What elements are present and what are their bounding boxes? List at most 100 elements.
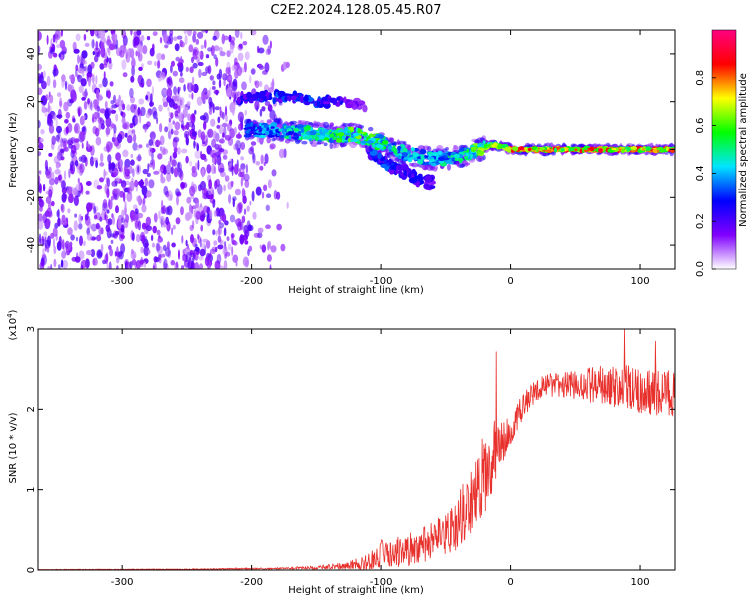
spectrogram-noise-blob	[256, 105, 259, 112]
spectrogram-noise-blob	[189, 66, 194, 74]
spectrogram-noise-blob	[169, 155, 172, 163]
spectrogram-trace-halo	[459, 163, 466, 168]
spectrogram-noise-blob	[157, 60, 161, 69]
spectrogram-noise-blob	[143, 261, 147, 268]
spectrogram-noise-blob	[242, 256, 249, 267]
spectrogram-noise-blob	[261, 244, 267, 253]
spectrogram-noise-blob	[249, 200, 252, 206]
spectrogram-noise-blob	[46, 207, 53, 217]
spectrogram-noise-blob	[170, 64, 173, 74]
spectrogram-noise-blob	[222, 132, 225, 138]
spectrogram-noise-blob	[173, 147, 178, 153]
spectrogram-noise-blob	[197, 61, 204, 67]
spectrogram-noise-blob	[99, 108, 106, 114]
spectrogram-noise-blob	[261, 106, 266, 112]
spectrogram-noise-blob	[234, 188, 241, 196]
spectrogram-noise-blob	[174, 43, 180, 52]
spectrogram-noise-blob	[42, 213, 48, 224]
spectrogram-noise-blob	[173, 136, 180, 143]
spectrogram-noise-blob	[276, 223, 282, 231]
spectrogram-lower-branch-blob	[411, 173, 415, 177]
spectrogram-noise-blob	[255, 186, 262, 196]
spectrogram-noise-blob	[199, 237, 202, 248]
spectrogram-trace-blob	[267, 134, 275, 138]
spectrogram-trace-halo	[323, 142, 328, 147]
spectrogram-trace-blob	[252, 124, 256, 130]
spectrogram-noise-blob	[257, 227, 264, 234]
spectrogram-noise-blob	[115, 231, 120, 236]
spectrogram-trace-blob	[470, 153, 473, 159]
spectrogram-noise-blob	[182, 125, 185, 131]
spectrogram-noise-blob	[244, 229, 250, 238]
spectrogram-noise-blob	[178, 249, 180, 260]
spectrogram-noise-blob	[61, 250, 66, 259]
spectrogram-noise-blob	[244, 51, 250, 60]
spectrogram-trace-halo	[447, 163, 451, 171]
spectrogram-noise-blob	[95, 75, 98, 85]
spectrogram-noise-blob	[237, 91, 240, 97]
spectrogram-noise-blob	[180, 182, 186, 189]
y-tick-label: -20	[26, 189, 37, 205]
spectrogram-lower-branch-blob	[424, 175, 432, 183]
spectrogram-noise-blob	[177, 62, 184, 68]
spectrogram-noise-blob	[232, 196, 237, 202]
spectrogram-noise-blob	[72, 43, 76, 48]
spectrogram-noise-blob	[173, 130, 179, 136]
spectrogram-noise-blob	[156, 245, 163, 255]
spectrogram-noise-blob	[38, 73, 42, 84]
snr-x-axis-label: Height of straight line (km)	[288, 585, 424, 596]
spectrogram-noise-blob	[106, 177, 111, 188]
spectrogram-noise-blob	[110, 239, 114, 244]
spectrogram-trace-blob	[343, 132, 351, 136]
spectrogram-trace-blob	[309, 130, 317, 136]
spectrogram-noise-blob	[79, 235, 83, 247]
spectrogram-trace-halo	[308, 122, 313, 125]
spectrogram-noise-blob	[217, 184, 223, 195]
spectrogram-noise-blob	[236, 65, 243, 77]
spectrogram-trace-blob	[566, 147, 569, 151]
spectrogram-noise-blob	[42, 183, 46, 192]
spectrogram-noise-blob	[95, 222, 100, 230]
spectrogram-noise-blob	[191, 170, 198, 178]
spectrogram-trace-blob	[466, 148, 470, 153]
spectrogram-noise-blob	[38, 174, 41, 185]
spectrogram-noise-blob	[78, 165, 84, 176]
colorbar-label: Normalized spectral amplitude	[738, 73, 749, 227]
spectrogram-noise-blob	[106, 209, 110, 214]
spectrogram-trace-blob	[322, 128, 329, 134]
spectrogram-trace-halo	[329, 124, 334, 130]
spectrogram-noise-blob	[106, 128, 109, 138]
spectrogram-noise-blob	[57, 108, 62, 120]
spectrogram-noise-blob	[138, 98, 145, 105]
spectrogram-noise-blob	[87, 143, 90, 149]
spectrogram-noise-blob	[240, 163, 246, 170]
spectrogram-trace-blob	[407, 157, 413, 163]
spectrogram-trace-blob	[383, 146, 387, 149]
spectrogram-noise-blob	[192, 62, 198, 69]
spectrogram-noise-blob	[165, 216, 170, 225]
spectrogram-noise-blob	[183, 130, 190, 139]
spectrogram-noise-blob	[265, 48, 272, 56]
spectrogram-trace-blob	[280, 134, 284, 139]
spectrogram-noise-blob	[130, 159, 135, 166]
spectrogram-noise-blob	[194, 150, 201, 160]
spectrogram-noise-blob	[111, 104, 118, 109]
spectrogram-noise-blob	[149, 47, 155, 57]
spectrogram-noise-blob	[151, 242, 156, 248]
spectrogram-noise-blob	[171, 242, 176, 248]
spectrogram-noise-blob	[154, 61, 157, 67]
spectrogram-noise-blob	[143, 245, 150, 257]
spectrogram-noise-blob	[67, 227, 73, 236]
spectrogram-noise-blob	[46, 75, 51, 87]
x-tick-label: 100	[630, 577, 649, 588]
spectrogram-noise-blob	[72, 164, 75, 171]
spectrogram-noise-blob	[221, 111, 225, 120]
spectrogram-trace-blob	[387, 143, 392, 147]
spectrogram-trace-blob	[438, 156, 446, 162]
spectrogram-noise-blob	[38, 119, 41, 129]
spectrogram-trace-halo	[368, 126, 374, 132]
spectrogram-trace-blob	[437, 150, 443, 156]
spectrogram-trace-halo	[323, 121, 330, 129]
spectrogram-noise-blob	[63, 140, 67, 151]
spectrogram-noise-blob	[258, 65, 265, 70]
